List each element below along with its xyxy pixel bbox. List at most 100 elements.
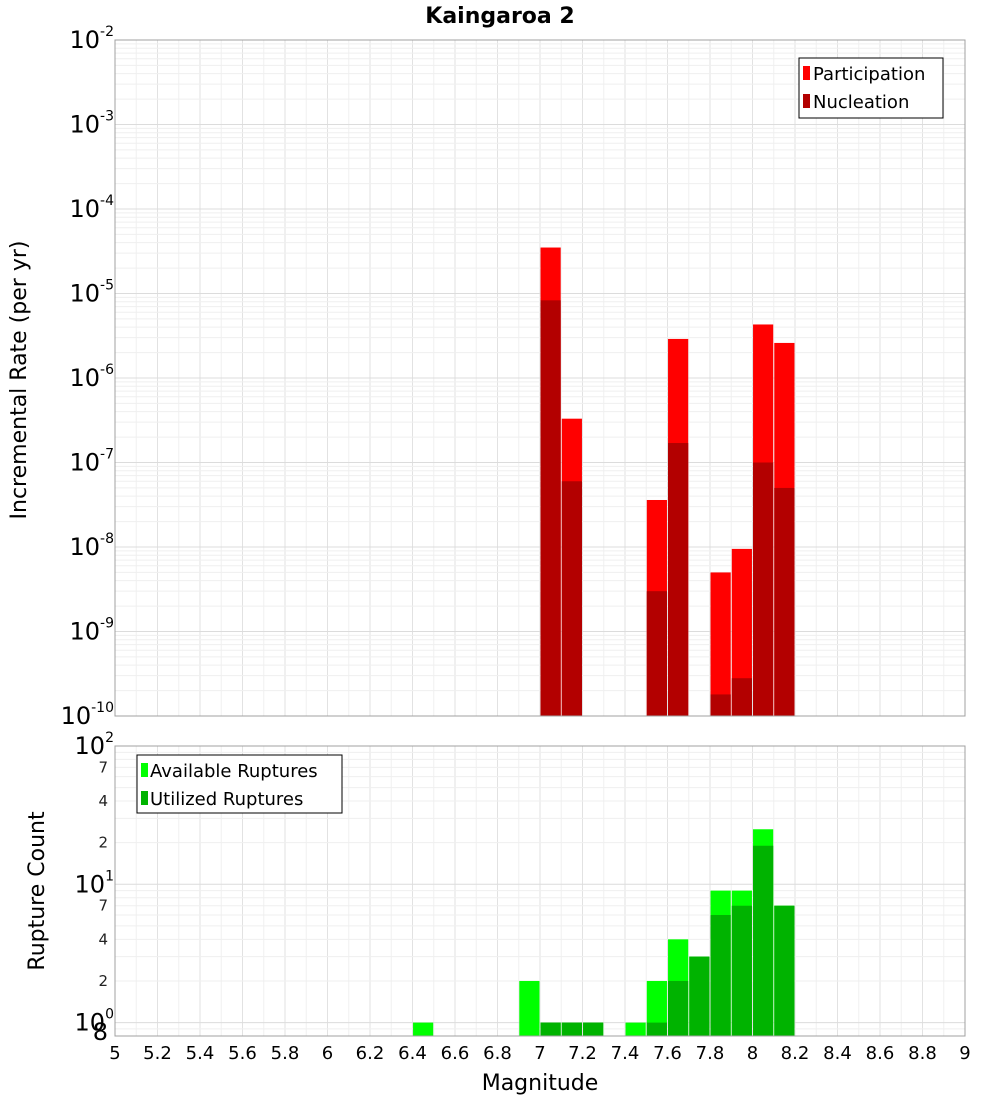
bottom-legend-box [136, 754, 343, 814]
y-tick-exponent: -3 [100, 109, 114, 125]
y-tick-label: 10-6 [69, 362, 114, 392]
bar-available-ruptures [519, 980, 540, 1036]
legend-swatch-utilized-ruptures [141, 791, 148, 805]
y-tick-exponent: -5 [100, 278, 114, 294]
bar-participation [731, 548, 752, 716]
y-tick-label-minor: 4 [98, 792, 108, 810]
x-tick-label: 8.4 [823, 1043, 852, 1064]
bottom-y-axis-label: Rupture Count [25, 811, 50, 971]
bar-utilized-ruptures [540, 1022, 561, 1036]
bar-participation [710, 572, 731, 716]
y-tick-label-minor: 7 [98, 897, 108, 915]
bar-utilized-ruptures [561, 1022, 582, 1036]
x-tick-label: 7 [534, 1043, 545, 1064]
y-tick-exponent: -10 [91, 700, 114, 716]
y-tick-base: 10 [69, 533, 100, 561]
top-plot-border [114, 39, 966, 717]
y-tick-label-minor: 8 [93, 1018, 108, 1046]
y-tick-label-minor: 4 [98, 930, 108, 948]
bar-nucleation [710, 694, 731, 716]
x-tick-label: 8 [747, 1043, 758, 1064]
y-tick-label: 10-5 [69, 278, 114, 308]
bottom-plot-border [114, 745, 966, 1037]
bar-utilized-ruptures [710, 914, 731, 1036]
bar-available-ruptures [413, 1022, 434, 1036]
y-tick-exponent: -2 [100, 24, 114, 40]
legend-swatch-available-ruptures [141, 763, 148, 777]
bar-utilized-ruptures [731, 905, 752, 1036]
y-tick-exponent: -4 [100, 193, 114, 209]
y-tick-exponent: -9 [100, 616, 114, 632]
bottom-bars [413, 829, 795, 1036]
y-tick-label: 10-2 [69, 24, 114, 54]
y-tick-label: 10-8 [69, 531, 114, 561]
y-tick-label: 101 [75, 868, 114, 898]
y-tick-label: 100 [75, 1007, 114, 1037]
bar-utilized-ruptures [774, 905, 795, 1036]
y-tick-label: 10-7 [69, 447, 114, 477]
legend-swatch-nucleation [803, 94, 810, 108]
legend-swatch-participation [803, 66, 810, 80]
y-tick-label: 102 [75, 730, 114, 760]
y-tick-exponent: 0 [105, 1007, 114, 1023]
bar-nucleation [668, 443, 689, 716]
x-tick-label: 6.4 [398, 1043, 427, 1064]
bottom-legend: Available Ruptures Utilized Ruptures [136, 754, 343, 814]
x-tick-label: 5.8 [271, 1043, 300, 1064]
y-tick-label: 10-9 [69, 616, 114, 646]
top-bars [540, 247, 795, 716]
y-tick-exponent: -8 [100, 531, 114, 547]
bar-nucleation [774, 487, 795, 716]
y-tick-exponent: -6 [100, 362, 114, 378]
x-tick-label: 8.2 [781, 1043, 810, 1064]
bar-utilized-ruptures [646, 1022, 667, 1036]
bar-available-ruptures [625, 1022, 646, 1036]
y-tick-exponent: 2 [105, 730, 114, 746]
x-tick-label: 8.6 [866, 1043, 895, 1064]
x-tick-label: 6.6 [441, 1043, 470, 1064]
legend-label-available-ruptures: Available Ruptures [150, 761, 318, 782]
y-tick-label-minor: 2 [98, 834, 108, 852]
y-tick-base: 10 [69, 618, 100, 646]
y-tick-label: 10-4 [69, 193, 114, 223]
x-tick-label: 6.2 [356, 1043, 385, 1064]
y-tick-exponent: -7 [100, 447, 114, 463]
y-tick-base: 10 [75, 732, 106, 760]
y-tick-base: 10 [75, 870, 106, 898]
y-tick-label: 10-10 [61, 700, 114, 730]
x-tick-label: 5 [109, 1043, 120, 1064]
x-tick-label: 9 [959, 1043, 970, 1064]
x-tick-label: 5.4 [186, 1043, 215, 1064]
bar-utilized-ruptures [753, 845, 774, 1036]
y-tick-base: 10 [61, 702, 92, 730]
y-tick-base: 10 [69, 449, 100, 477]
bar-nucleation [561, 481, 582, 716]
bar-nucleation [753, 462, 774, 716]
top-legend: Participation Nucleation [798, 57, 944, 119]
x-tick-label: 5.2 [143, 1043, 172, 1064]
y-tick-label-minor: 2 [98, 972, 108, 990]
x-tick-label: 7.6 [653, 1043, 682, 1064]
legend-label-nucleation: Nucleation [813, 92, 909, 113]
x-tick-label: 8.8 [908, 1043, 937, 1064]
x-tick-label: 5.6 [228, 1043, 257, 1064]
bar-available-ruptures [646, 980, 667, 1036]
bar-utilized-ruptures [668, 980, 689, 1036]
bar-nucleation [731, 678, 752, 716]
x-tick-labels: 5 5.2 5.4 5.6 5.8 6 6.2 6.4 6.6 6.8 7 7.2 7.4 7.6 7.8 8… [109, 1043, 970, 1064]
x-tick-label: 6.8 [483, 1043, 512, 1064]
y-tick-base: 10 [69, 26, 100, 54]
y-tick-base: 10 [69, 195, 100, 223]
bar-nucleation [540, 300, 561, 716]
bar-utilized-ruptures [583, 1022, 604, 1036]
x-axis-label: Magnitude [482, 1071, 599, 1096]
y-tick-label: 10-3 [69, 109, 114, 139]
y-tick-base: 10 [75, 1009, 106, 1037]
x-tick-label: 6 [322, 1043, 333, 1064]
bar-utilized-ruptures [689, 956, 710, 1036]
